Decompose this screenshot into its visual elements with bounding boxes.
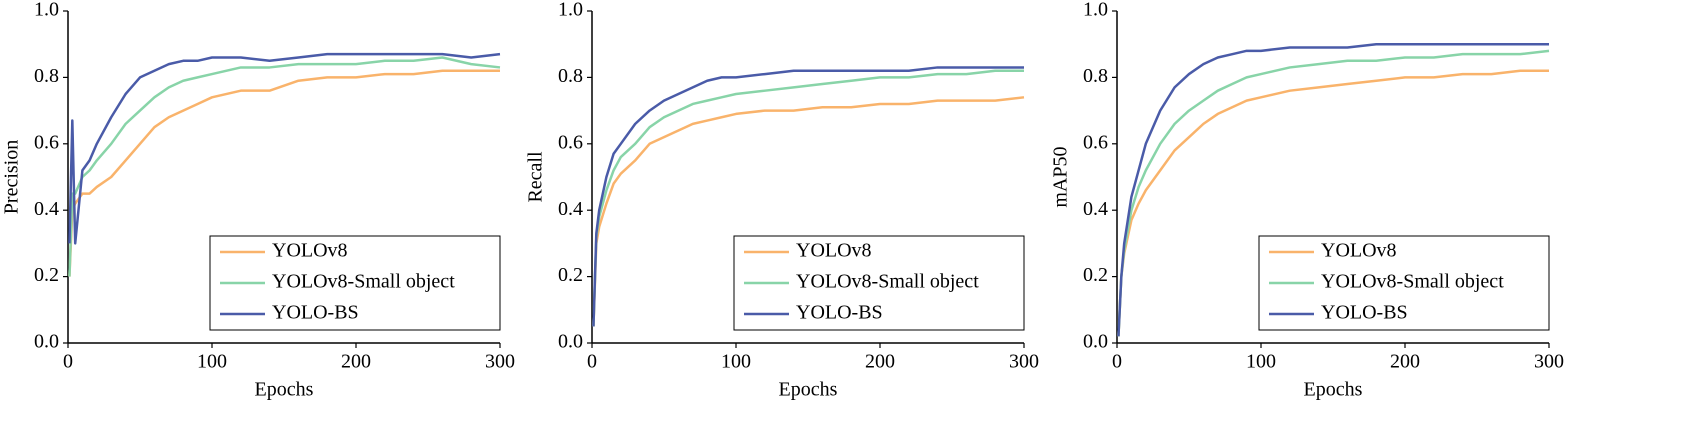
series-line — [592, 96, 1025, 327]
y-tick-label: 0.4 — [1083, 198, 1108, 220]
legend-label: YOLOv8-Small object — [796, 271, 979, 293]
y-tick-label: 0.4 — [34, 198, 59, 220]
y-tick-label: 0.0 — [34, 331, 59, 353]
y-tick-label: 0.6 — [1083, 131, 1108, 153]
y-tick-label: 0.6 — [558, 131, 583, 153]
y-axis-label: Precision — [1, 140, 23, 214]
x-axis-label: Epochs — [255, 379, 314, 401]
legend: YOLOv8 YOLOv8-Small object YOLO-BS — [209, 235, 501, 331]
chart: 0.0 0.2 0.4 0.6 0.8 1.0 0 100 200 300 Epochs mAP50 Y… — [1050, 0, 1564, 401]
y-tick-label: 0.8 — [558, 65, 583, 87]
y-tick-label: 0.2 — [558, 264, 583, 286]
x-axis-label: Epochs — [1304, 379, 1363, 401]
x-tick-label: 100 — [721, 351, 751, 373]
chart: 0.0 0.2 0.4 0.6 0.8 1.0 0 100 200 300 Epochs Precis… — [1, 0, 515, 401]
x-tick-label: 100 — [197, 351, 227, 373]
legend-label: YOLOv8 — [796, 240, 872, 262]
legend-label: YOLOv8-Small object — [1321, 271, 1504, 293]
x-tick-label: 0 — [63, 351, 73, 373]
y-tick-label: 1.0 — [1083, 0, 1108, 21]
chart: 0.0 0.2 0.4 0.6 0.8 1.0 0 100 200 300 Epochs Recall… — [525, 0, 1039, 401]
x-tick-label: 300 — [1534, 351, 1564, 373]
y-tick-label: 0.2 — [34, 264, 59, 286]
series-line — [68, 52, 501, 245]
legend-label: YOLO-BS — [272, 302, 359, 324]
x-tick-label: 300 — [485, 351, 515, 373]
legend-label: YOLO-BS — [796, 302, 883, 324]
series-line — [592, 66, 1024, 327]
legend: YOLOv8 YOLOv8-Small object YOLO-BS — [733, 235, 1025, 331]
series-line — [1117, 69, 1549, 337]
y-tick-label: 0.6 — [34, 131, 59, 153]
x-tick-label: 200 — [865, 351, 895, 373]
y-axis-label: mAP50 — [1050, 146, 1072, 207]
y-tick-label: 1.0 — [34, 0, 59, 21]
series-line — [1117, 42, 1549, 337]
series-line — [68, 69, 500, 277]
series-line — [592, 69, 1024, 327]
x-tick-label: 300 — [1009, 351, 1039, 373]
y-tick-label: 0.2 — [1083, 264, 1108, 286]
legend-label: YOLOv8 — [1321, 240, 1397, 262]
y-tick-label: 0.0 — [1083, 331, 1108, 353]
x-tick-label: 200 — [341, 351, 371, 373]
legend: YOLOv8 YOLOv8-Small object YOLO-BS — [1258, 235, 1550, 331]
y-axis-label: Recall — [525, 151, 547, 203]
y-tick-label: 0.8 — [1083, 65, 1108, 87]
x-axis-label: Epochs — [779, 379, 838, 401]
x-tick-label: 0 — [1112, 351, 1122, 373]
legend-label: YOLOv8 — [272, 240, 348, 262]
legend-label: YOLOv8-Small object — [272, 271, 455, 293]
y-tick-label: 0.8 — [34, 65, 59, 87]
y-tick-label: 1.0 — [558, 0, 583, 21]
x-tick-label: 100 — [1246, 351, 1276, 373]
legend-label: YOLO-BS — [1321, 302, 1408, 324]
y-tick-label: 0.4 — [558, 198, 583, 220]
series-line — [1117, 49, 1550, 337]
y-tick-label: 0.0 — [558, 331, 583, 353]
x-tick-label: 200 — [1390, 351, 1420, 373]
series-line — [68, 56, 501, 277]
x-tick-label: 0 — [587, 351, 597, 373]
